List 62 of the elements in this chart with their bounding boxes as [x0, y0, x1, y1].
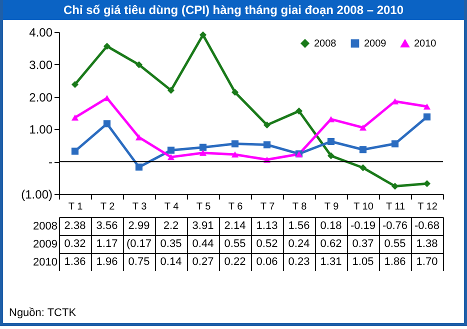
data-label: 1.56: [288, 220, 310, 232]
data-label: 0.37: [352, 238, 374, 250]
data-label: 1.36: [64, 256, 86, 268]
x-tick-label: T 12: [418, 202, 438, 212]
legend-label: 2010: [414, 38, 437, 50]
data-label: 0.55: [384, 238, 406, 250]
data-label: 1.05: [352, 256, 374, 268]
data-label: 3.91: [192, 220, 214, 232]
text: 2009: [33, 238, 58, 250]
data-label: 0.14: [160, 256, 182, 268]
data-label: 0.62: [320, 238, 342, 250]
data-label: 2.99: [128, 220, 150, 232]
data-label: 1.31: [320, 256, 342, 268]
data-label: 1.38: [416, 238, 438, 250]
y-tick-label: -: [48, 155, 52, 170]
data-label: 1.17: [96, 238, 118, 250]
x-tick-label: T 7: [260, 202, 276, 212]
data-label: 0.75: [128, 256, 150, 268]
y-tick-label: 2.00: [29, 90, 53, 104]
data-label: 1.96: [96, 256, 118, 268]
data-label: 0.27: [192, 256, 214, 268]
legend-label: 2008: [314, 38, 337, 50]
data-label: 1.86: [384, 256, 406, 268]
data-label: 2.2: [163, 220, 179, 232]
legend-label: 2009: [364, 38, 387, 50]
x-tick-label: T 2: [100, 202, 116, 212]
x-tick-label: T 10: [354, 202, 374, 212]
data-label: 3.56: [96, 220, 118, 232]
data-label: 0.06: [256, 256, 278, 268]
data-label: -0.19: [350, 220, 376, 232]
data-label: 0.32: [64, 238, 86, 250]
data-label: 0.44: [192, 238, 214, 250]
x-tick-label: T 9: [324, 202, 340, 212]
x-tick-label: T 3: [132, 202, 148, 212]
data-label: 0.55: [224, 238, 246, 250]
y-tick-label: (1.00): [21, 188, 52, 202]
data-label: 1.13: [256, 220, 278, 232]
x-tick-label: T 5: [196, 202, 212, 212]
data-label: 2.38: [64, 220, 86, 232]
x-tick-label: T 6: [228, 202, 244, 212]
text: 2010: [33, 256, 58, 268]
x-tick-label: T 1: [68, 202, 84, 212]
data-label: -0.76: [382, 220, 408, 232]
y-tick-label: 1.00: [29, 122, 53, 137]
x-tick-label: T 4: [164, 202, 180, 212]
data-label: (0.17: [126, 238, 152, 250]
chart-title: Chỉ số giá tiêu dùng (CPI) hàng tháng giai đoạn 2008 – 2010: [3, 0, 464, 20]
data-label: 0.24: [288, 238, 310, 250]
data-label: 1.70: [416, 256, 438, 268]
data-label: 0.52: [256, 238, 278, 250]
data-label: 0.22: [224, 256, 246, 268]
y-tick-label: 4.00: [29, 26, 53, 40]
data-label: 2.14: [224, 220, 246, 232]
x-tick-label: T 8: [292, 202, 308, 212]
y-tick-label: 3.00: [29, 58, 53, 72]
data-label: 0.35: [160, 238, 182, 250]
text: 2008: [33, 220, 58, 232]
data-label: 0.18: [320, 220, 342, 232]
data-label: 0.23: [288, 256, 310, 268]
text: Nguồn: TCTK: [9, 307, 76, 319]
data-label: -0.68: [414, 220, 440, 232]
x-tick-label: T 11: [386, 202, 406, 212]
